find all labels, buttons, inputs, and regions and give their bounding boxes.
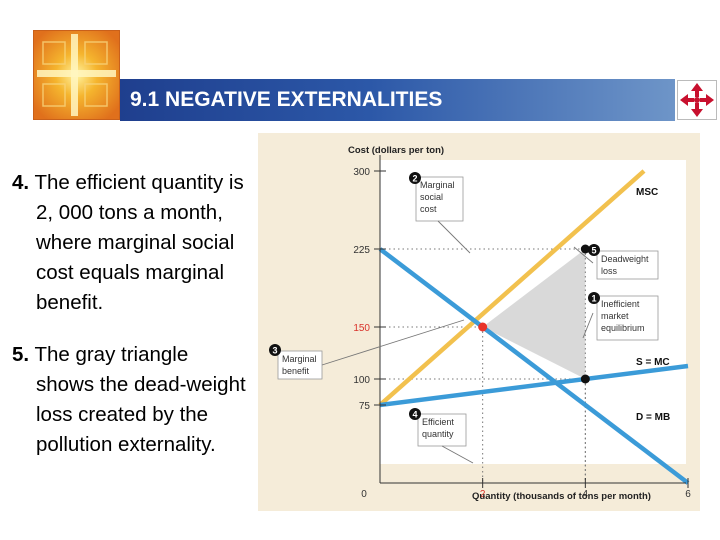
callout-badge-2	[409, 172, 421, 184]
x-tick-label-6: 6	[685, 489, 691, 500]
series-label-s-mc: S = MC	[636, 357, 670, 368]
series-line-s-mc	[379, 363, 689, 408]
deadweight-triangle	[482, 249, 586, 379]
y-axis-label: Cost (dollars per ton)	[348, 145, 444, 156]
series-line-d-mb	[378, 247, 690, 485]
paragraph-number: 4.	[12, 171, 30, 194]
callout-text-5-0: Deadweight	[601, 254, 649, 264]
series-line-msc	[378, 169, 646, 407]
callout-box-4	[417, 413, 467, 447]
callout-number-2: 2	[412, 174, 417, 184]
callout-leader-2	[437, 220, 471, 254]
externality-chart: 75 100 150 225 300 0 2 4 6 Cost (dollars per ton)…	[258, 133, 700, 511]
four-arrows-move-icon[interactable]	[677, 80, 717, 120]
x-tick-label-0: 0	[361, 489, 367, 500]
callout-text-2-1: social	[420, 192, 443, 202]
callout-text-4-1: quantity	[422, 429, 454, 439]
x-axis-label: Quantity (thousands of tons per month)	[472, 491, 651, 502]
y-tick-label-225: 225	[353, 245, 370, 256]
equilibrium-point-2	[580, 374, 590, 384]
body-paragraph-5: 5. The gray triangle shows the dead-weig…	[12, 340, 250, 460]
slide-title: 9.1 NEGATIVE EXTERNALITIES	[130, 88, 443, 111]
callout-leader-3	[321, 319, 465, 366]
y-tick-label-300: 300	[353, 167, 370, 178]
body-text: 4. The efficient quantity is 2, 000 tons…	[12, 168, 250, 460]
y-tick-label-75: 75	[359, 401, 371, 412]
callout-number-1: 1	[591, 294, 596, 304]
series-label-d-mb: D = MB	[636, 412, 670, 423]
callout-text-2-0: Marginal	[420, 180, 455, 190]
callout-number-4: 4	[412, 410, 417, 420]
callout-badge-1	[588, 292, 600, 304]
y-tick-label-150: 150	[353, 323, 370, 334]
callout-text-3-1: benefit	[282, 366, 310, 376]
x-tick-label-2: 2	[480, 489, 486, 500]
callout-box-2	[415, 176, 464, 222]
callout-box-3	[277, 350, 323, 380]
callout-number-3: 3	[272, 346, 277, 356]
callout-number-5: 5	[591, 246, 596, 256]
body-paragraph-4: 4. The efficient quantity is 2, 000 tons…	[12, 168, 250, 318]
series-label-msc: MSC	[636, 187, 658, 198]
callout-text-1-0: Inefficient	[601, 299, 640, 309]
callout-box-5	[596, 250, 659, 280]
callout-text-4-0: Efficient	[422, 417, 454, 427]
callout-text-5-1: loss	[601, 266, 618, 276]
paragraph-text: The efficient quantity is 2, 000 tons a …	[34, 171, 244, 314]
logo-icon	[33, 30, 120, 120]
callout-leader-1	[582, 312, 594, 339]
callout-badge-3	[269, 344, 281, 356]
callout-text-1-2: equilibrium	[601, 323, 645, 333]
y-tick-label-100: 100	[353, 375, 370, 386]
equilibrium-point-0	[478, 322, 488, 332]
paragraph-number: 5.	[12, 343, 30, 366]
callout-badge-4	[409, 408, 421, 420]
callout-badge-5	[588, 244, 600, 256]
callout-leader-4	[441, 445, 474, 464]
x-tick-label-4: 4	[583, 489, 589, 500]
equilibrium-point-1	[580, 244, 590, 254]
callout-text-3-0: Marginal	[282, 354, 317, 364]
callout-leader-5	[573, 246, 594, 264]
callout-text-1-1: market	[601, 311, 629, 321]
title-bar: 9.1 NEGATIVE EXTERNALITIES	[120, 79, 675, 121]
callout-text-2-2: cost	[420, 204, 437, 214]
callout-box-1	[596, 295, 659, 341]
paragraph-text: The gray triangle shows the dead-weight …	[34, 343, 246, 456]
